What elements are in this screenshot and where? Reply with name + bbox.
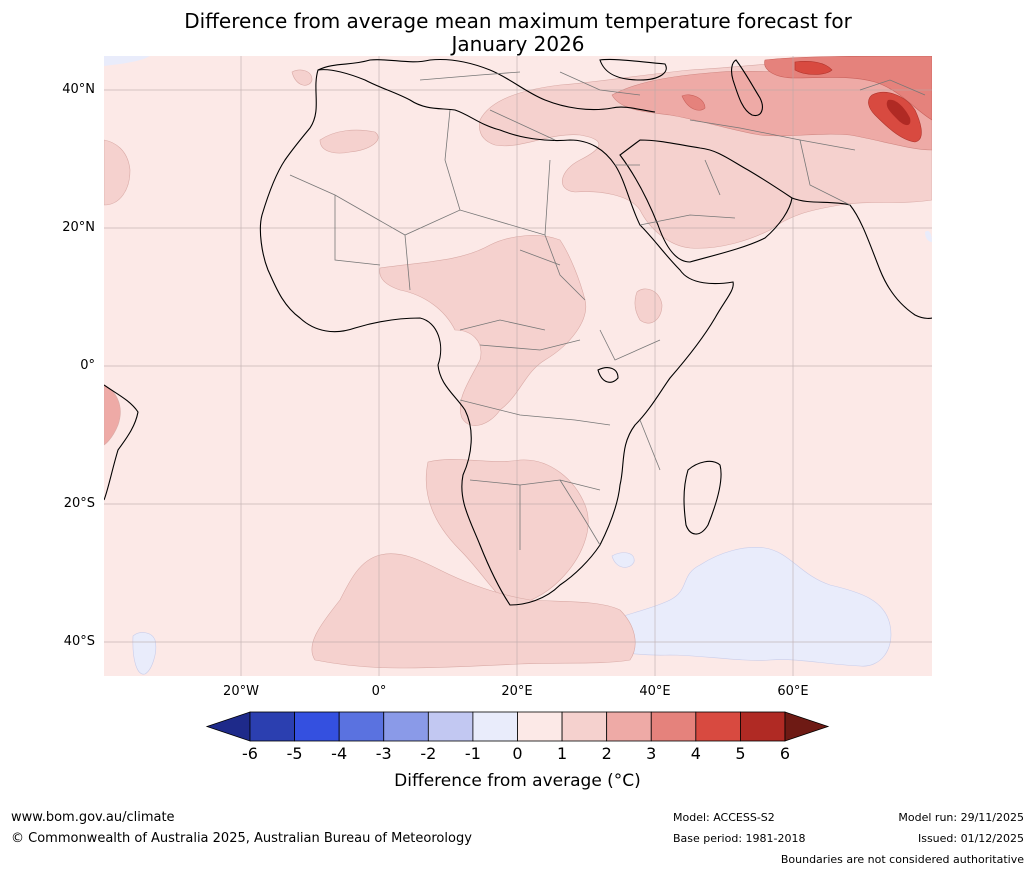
colorbar-segment — [607, 712, 652, 741]
colorbar-tick-label: 2 — [602, 744, 612, 763]
colorbar-tick-label: -4 — [331, 744, 347, 763]
colorbar-arrow-low — [207, 712, 250, 741]
colorbar-label: Difference from average (°C) — [0, 771, 1035, 791]
colorbar-segment — [696, 712, 741, 741]
colorbar-segment — [473, 712, 518, 741]
footer-model: Model: ACCESS-S2 — [673, 811, 775, 824]
lat-label-20n: 20°N — [62, 220, 95, 235]
colorbar — [207, 712, 828, 741]
colorbar-segment — [740, 712, 785, 741]
colorbar-tick-label: 1 — [557, 744, 567, 763]
forecast-map — [0, 0, 1035, 873]
colorbar-segment — [295, 712, 340, 741]
colorbar-tick-label: -5 — [287, 744, 303, 763]
footer-model-run: Model run: 29/11/2025 — [898, 811, 1024, 824]
footer-url[interactable]: www.bom.gov.au/climate — [11, 810, 175, 825]
lat-label-0: 0° — [80, 358, 95, 373]
colorbar-tick-label: -1 — [465, 744, 481, 763]
lat-label-20s: 20°S — [64, 496, 95, 511]
lat-label-40n: 40°N — [62, 82, 95, 97]
colorbar-segment — [428, 712, 473, 741]
colorbar-segment — [339, 712, 384, 741]
colorbar-tick-label: 0 — [512, 744, 522, 763]
colorbar-segment — [250, 712, 295, 741]
lon-label-20e: 20°E — [501, 684, 532, 699]
lon-label-40e: 40°E — [639, 684, 670, 699]
colorbar-tick-label: 6 — [780, 744, 790, 763]
footer-issued: Issued: 01/12/2025 — [918, 832, 1024, 845]
colorbar-tick-label: 5 — [735, 744, 745, 763]
colorbar-tick-label: -6 — [242, 744, 258, 763]
colorbar-tick-label: 3 — [646, 744, 656, 763]
colorbar-tick-label: -3 — [376, 744, 392, 763]
colorbar-segment — [518, 712, 563, 741]
colorbar-segment — [651, 712, 696, 741]
lon-label-60e: 60°E — [777, 684, 808, 699]
footer-disclaimer: Boundaries are not considered authoritat… — [781, 853, 1024, 866]
footer-base-period: Base period: 1981-2018 — [673, 832, 805, 845]
lon-label-0: 0° — [372, 684, 387, 699]
colorbar-segment — [384, 712, 429, 741]
colorbar-segment — [562, 712, 607, 741]
colorbar-tick-label: 4 — [691, 744, 701, 763]
colorbar-arrow-high — [785, 712, 828, 741]
lon-label-20w: 20°W — [223, 684, 259, 699]
footer-copyright: © Commonwealth of Australia 2025, Austra… — [11, 831, 472, 846]
lat-label-40s: 40°S — [64, 634, 95, 649]
colorbar-tick-label: -2 — [420, 744, 436, 763]
